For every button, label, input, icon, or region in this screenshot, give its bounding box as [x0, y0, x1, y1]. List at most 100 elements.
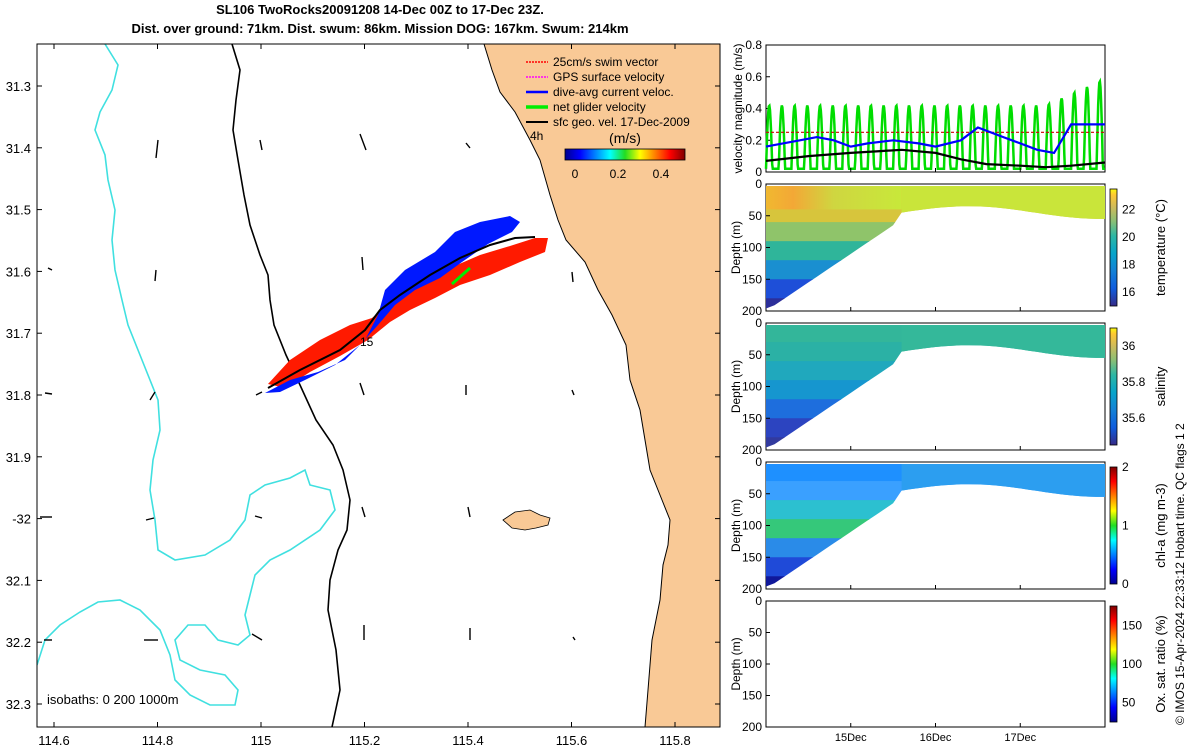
map-axis-ticks: 114.6 114.8 115 115.2 115.4 115.6 115.8 31.3 31.… [6, 44, 720, 748]
colorbar-tick-label: 1 [1122, 519, 1129, 533]
isobath-200m [37, 44, 336, 706]
section-ytick-label: 50 [749, 626, 763, 640]
section-ylabel: Depth (m) [729, 221, 743, 274]
section-colorbar [1109, 466, 1118, 585]
series-geostrophic-velocity [765, 148, 1106, 169]
section-ytick-label: 150 [742, 411, 762, 425]
chart-title-line2: Dist. over ground: 71km. Dist. swum: 86k… [131, 21, 629, 36]
lat-tick-label: 31.7 [6, 326, 31, 341]
glider-track [265, 216, 548, 393]
section-ytick-label: 150 [742, 689, 762, 703]
section-panel-temperature: 0 50 100 150 200 Depth (m) 16 18 20 22 temperature… [729, 177, 1168, 318]
speed-colorbar [564, 148, 686, 161]
lat-tick-label: -32 [12, 512, 31, 527]
velocity-ytick-label: 0 [755, 165, 762, 179]
section-ytick-label: 50 [749, 487, 763, 501]
section-ytick-label: 100 [742, 241, 762, 255]
time-tick-label: 16Dec [920, 732, 952, 744]
section-ytick-label: 0 [755, 455, 762, 469]
colorbar-tick-label: 150 [1122, 618, 1142, 632]
lat-tick-label: 31.5 [6, 203, 31, 218]
section-ylabel: Depth (m) [729, 637, 743, 690]
colorbar-tick-label: 50 [1122, 696, 1136, 710]
net-velocity-arrow [451, 266, 471, 286]
coastline [483, 44, 671, 727]
isobath-note: isobaths: 0 200 1000m [47, 692, 179, 707]
colorbar-label: salinity [1153, 366, 1168, 406]
lat-tick-label: 32.2 [6, 635, 31, 650]
section-colorbar [1109, 327, 1118, 446]
colorbar-tick-label: 18 [1122, 258, 1136, 272]
section-ytick-label: 0 [755, 594, 762, 608]
velocity-ylabel: velocity magnitude (m/s) [731, 43, 745, 173]
colorbar-tick-label: 100 [1122, 657, 1142, 671]
legend-geo-label: sfc geo. vel. 17-Dec-2009 [553, 115, 690, 129]
section-ytick-label: 100 [742, 380, 762, 394]
section-ytick-label: 100 [742, 519, 762, 533]
track-time-label-15: 15 [360, 335, 374, 349]
map-frame [36, 43, 721, 728]
colorbar-tick-label: 35.6 [1122, 411, 1146, 425]
land-mass [484, 44, 720, 727]
lat-tick-label: 31.9 [6, 450, 31, 465]
colorbar-tick-label: 22 [1122, 203, 1136, 217]
section-ytick-label: 0 [755, 316, 762, 330]
chart-title-line1: SL106 TwoRocks20091208 14-Dec 00Z to 17-… [216, 2, 544, 17]
section-surface-layer [766, 186, 902, 210]
section-ylabel: Depth (m) [729, 360, 743, 413]
section-ytick-label: 150 [742, 550, 762, 564]
lat-tick-label: 31.8 [6, 388, 31, 403]
section-axes [765, 600, 1106, 728]
legend-swim-label: 25cm/s swim vector [553, 55, 658, 69]
section-panel-empty: 0 50 100 150 200 Depth (m) 50 100 150 Ox. sat. ra… [729, 594, 1168, 744]
colorbar-unit: (m/s) [609, 130, 641, 146]
colorbar-label: temperature (°C) [1153, 199, 1168, 296]
lat-tick-label: 31.3 [6, 79, 31, 94]
colorbar-label: Ox. sat. ratio (%) [1153, 615, 1168, 713]
section-colorbar [1109, 605, 1118, 723]
legend-net-label: net glider velocity [553, 100, 646, 114]
colorbar-tick-0: 0 [572, 167, 579, 181]
velocity-ytick-label: 0.4 [745, 102, 762, 116]
section-ytick-label: 200 [742, 443, 762, 457]
section-colorbar [1109, 188, 1118, 307]
lon-tick-label: 114.8 [142, 733, 174, 748]
map-legend: 25cm/s swim vector GPS surface velocity … [526, 55, 690, 181]
section-panel-chla: 0 50 100 150 200 Depth (m) 0 1 2 chl-a (mg m-3) [729, 455, 1168, 596]
section-ytick-label: 0 [755, 177, 762, 191]
track-time-label-4h: 4h [530, 129, 543, 143]
section-panel-salinity: 0 50 100 150 200 Depth (m) 35.6 35.8 36 salinity [729, 316, 1168, 457]
colorbar-tick-1: 0.2 [610, 167, 627, 181]
legend-gps-label: GPS surface velocity [553, 70, 664, 84]
series-net-velocity [764, 77, 1105, 171]
colorbar-tick-label: 2 [1122, 460, 1129, 474]
lon-tick-label: 115.8 [659, 733, 691, 748]
section-ytick-label: 150 [742, 272, 762, 286]
section-ytick-label: 200 [742, 582, 762, 596]
lon-tick-label: 115.4 [452, 733, 484, 748]
series-current-velocity [765, 123, 1105, 155]
lat-tick-label: 32.1 [6, 573, 31, 588]
geostrophic-vector-grid [40, 133, 576, 641]
velocity-ytick-label: 0.2 [745, 133, 762, 147]
section-ylabel: Depth (m) [729, 499, 743, 552]
lon-tick-label: 114.6 [38, 733, 70, 748]
velocity-ytick-label: 0.6 [745, 70, 762, 84]
lat-tick-label: 31.6 [6, 264, 31, 279]
time-tick-label: 15Dec [835, 732, 867, 744]
colorbar-tick-label: 16 [1122, 285, 1136, 299]
legend-current-label: dive-avg current veloc. [553, 85, 674, 99]
lon-tick-label: 115.6 [556, 733, 588, 748]
lon-tick-label: 115 [251, 733, 272, 748]
lat-tick-label: 31.4 [6, 141, 31, 156]
section-ytick-label: 50 [749, 209, 763, 223]
section-ytick-label: 100 [742, 657, 762, 671]
island [502, 509, 551, 531]
section-ytick-label: 200 [742, 720, 762, 734]
map-panel: 4h 15 25cm/s swim vector GPS surface vel… [6, 43, 721, 748]
ground-track-line [267, 236, 536, 389]
section-ytick-label: 200 [742, 304, 762, 318]
